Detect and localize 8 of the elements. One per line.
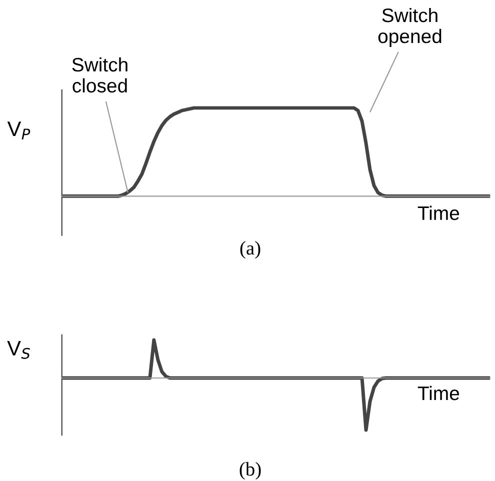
x-axis-title: Time	[418, 206, 460, 220]
x-axis-title: Time	[418, 386, 460, 400]
text: (b)	[240, 462, 261, 480]
text: Switch closed	[72, 57, 128, 93]
y-axis-title: V$_{P}$	[7, 122, 30, 140]
text: Switch opened	[378, 8, 442, 48]
text: (a)	[240, 241, 260, 259]
y-axis-title: V$_{S}$	[7, 340, 30, 359]
